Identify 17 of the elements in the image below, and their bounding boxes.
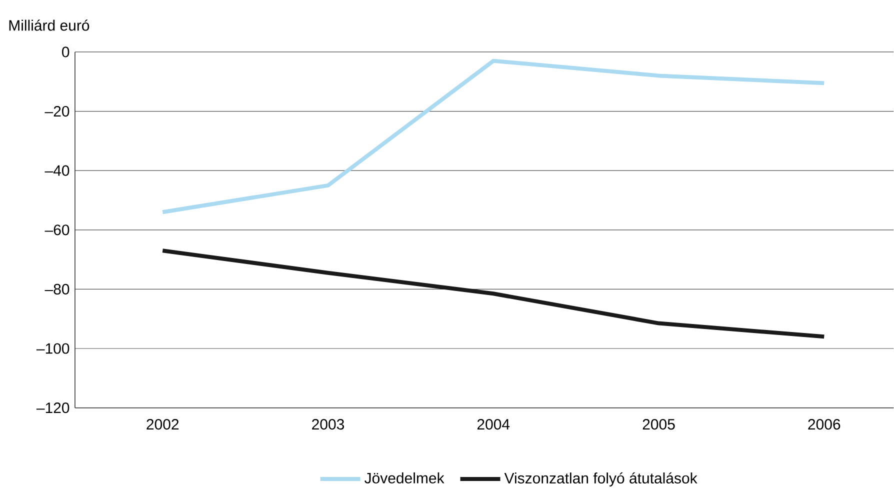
y-tick-label: –100 xyxy=(36,343,70,354)
x-tick-label: 2003 xyxy=(312,419,344,430)
x-tick-label: 2006 xyxy=(808,419,840,430)
x-tick-label: 2005 xyxy=(642,419,675,430)
y-tick-label: –60 xyxy=(44,224,70,236)
line-series xyxy=(160,248,826,339)
y-tick-label: 0 xyxy=(62,46,70,58)
y-tick-label: –120 xyxy=(36,402,70,414)
y-tick-label: –80 xyxy=(44,284,70,295)
legend-label: Jövedelmek xyxy=(364,472,444,484)
x-tick-label: 2004 xyxy=(477,419,510,430)
line-series xyxy=(160,58,826,214)
legend-label: Viszonzatlan folyó átutalások xyxy=(504,472,698,487)
y-tick-label: –20 xyxy=(44,106,70,117)
y-tick-label: –40 xyxy=(44,165,70,176)
x-tick-label: 2002 xyxy=(146,419,179,430)
y-axis-title: Milliárd euró xyxy=(9,20,90,31)
